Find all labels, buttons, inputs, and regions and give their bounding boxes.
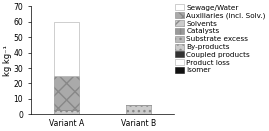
Bar [54, 110, 79, 114]
Bar [126, 105, 151, 114]
Legend: Sewage/Water, Auxiliaries (incl. Solv.), Solvents, Catalysts, Substrate excess, : Sewage/Water, Auxiliaries (incl. Solv.),… [175, 4, 266, 73]
Bar [54, 22, 79, 76]
Bar [54, 76, 79, 110]
Y-axis label: kg kg⁻¹: kg kg⁻¹ [3, 45, 12, 76]
